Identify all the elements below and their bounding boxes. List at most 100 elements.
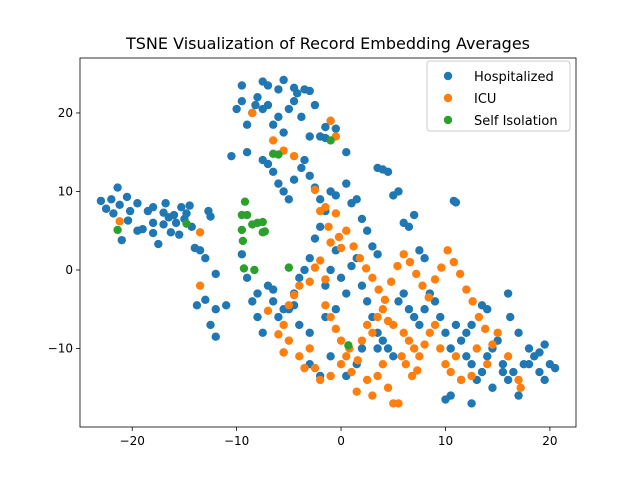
point-hospitalized: [342, 148, 351, 157]
point-hospitalized: [498, 359, 508, 369]
y-tick-label: 20: [58, 106, 73, 120]
point-hospitalized: [430, 297, 440, 306]
legend-marker-icu: [443, 93, 453, 103]
point-self-isolation: [113, 225, 122, 235]
point-hospitalized: [109, 209, 118, 218]
point-hospitalized: [342, 179, 351, 188]
point-hospitalized: [251, 100, 260, 110]
point-hospitalized: [477, 367, 487, 377]
point-icu: [295, 352, 304, 361]
point-hospitalized: [506, 312, 515, 322]
point-hospitalized: [540, 340, 549, 349]
point-hospitalized: [192, 301, 202, 310]
point-hospitalized: [195, 246, 205, 255]
legend: Hospitalized ICU Self Isolation: [426, 60, 571, 132]
point-hospitalized: [305, 171, 314, 180]
points-layer: [96, 75, 560, 408]
point-hospitalized: [122, 192, 132, 202]
point-hospitalized: [169, 210, 179, 220]
point-icu: [315, 375, 325, 385]
x-tick-label: 20: [542, 434, 557, 448]
point-hospitalized: [154, 239, 163, 249]
point-icu: [368, 273, 377, 283]
point-icu: [399, 328, 408, 337]
point-hospitalized: [248, 297, 257, 306]
point-icu: [394, 399, 403, 408]
point-hospitalized: [362, 226, 372, 235]
point-icu: [368, 328, 377, 337]
point-icu: [326, 116, 335, 126]
point-icu: [310, 185, 320, 195]
point-hospitalized: [420, 254, 429, 263]
point-hospitalized: [289, 96, 299, 106]
y-tick-label: −10: [48, 341, 73, 355]
point-hospitalized: [467, 320, 476, 330]
point-hospitalized: [347, 261, 356, 271]
point-hospitalized: [295, 320, 304, 330]
point-icu: [336, 243, 346, 253]
point-hospitalized: [274, 179, 283, 188]
point-self-isolation: [237, 225, 247, 235]
point-hospitalized: [201, 295, 210, 305]
point-hospitalized: [357, 214, 367, 224]
point-hospitalized: [279, 128, 288, 137]
point-hospitalized: [305, 86, 314, 96]
point-hospitalized: [310, 100, 320, 110]
point-hospitalized: [148, 228, 158, 238]
point-hospitalized: [242, 148, 252, 157]
point-hospitalized: [550, 363, 560, 373]
point-hospitalized: [263, 100, 273, 110]
legend-label-self-isolation: Self Isolation: [474, 114, 558, 129]
legend-label-hospitalized: Hospitalized: [474, 70, 554, 85]
point-icu: [284, 336, 294, 345]
point-hospitalized: [326, 352, 335, 361]
point-hospitalized: [279, 187, 288, 196]
point-hospitalized: [148, 202, 158, 212]
point-icu: [455, 269, 465, 279]
point-self-isolation: [326, 136, 335, 145]
point-icu: [284, 301, 294, 310]
point-hospitalized: [295, 273, 304, 283]
point-hospitalized: [289, 175, 299, 184]
point-icu: [326, 371, 335, 381]
point-icu: [443, 246, 452, 255]
point-icu: [355, 254, 365, 263]
point-hospitalized: [289, 83, 299, 93]
point-hospitalized: [148, 218, 158, 228]
x-tick-label: 0: [337, 434, 345, 448]
point-hospitalized: [394, 187, 403, 196]
point-hospitalized: [177, 202, 186, 212]
point-icu: [449, 257, 459, 267]
point-hospitalized: [115, 200, 124, 210]
point-icu: [409, 344, 419, 353]
point-hospitalized: [509, 367, 518, 377]
point-hospitalized: [467, 399, 476, 408]
point-hospitalized: [268, 167, 278, 177]
point-hospitalized: [415, 246, 424, 255]
point-icu: [310, 363, 320, 373]
point-hospitalized: [331, 305, 341, 314]
point-hospitalized: [221, 301, 231, 310]
point-hospitalized: [540, 375, 549, 385]
point-hospitalized: [284, 195, 294, 204]
point-icu: [115, 217, 124, 226]
point-hospitalized: [514, 391, 523, 400]
point-hospitalized: [279, 75, 288, 85]
point-hospitalized: [477, 301, 487, 310]
point-hospitalized: [373, 250, 382, 259]
point-hospitalized: [211, 269, 220, 279]
point-hospitalized: [96, 196, 106, 206]
point-hospitalized: [535, 367, 544, 377]
point-icu: [456, 375, 466, 385]
point-hospitalized: [253, 289, 262, 298]
point-icu: [357, 336, 367, 345]
point-hospitalized: [331, 124, 341, 133]
legend-label-icu: ICU: [474, 92, 496, 107]
point-icu: [300, 363, 309, 373]
point-hospitalized: [373, 344, 382, 353]
point-icu: [321, 275, 330, 284]
point-hospitalized: [456, 336, 466, 345]
point-hospitalized: [166, 228, 176, 237]
point-hospitalized: [227, 151, 236, 161]
